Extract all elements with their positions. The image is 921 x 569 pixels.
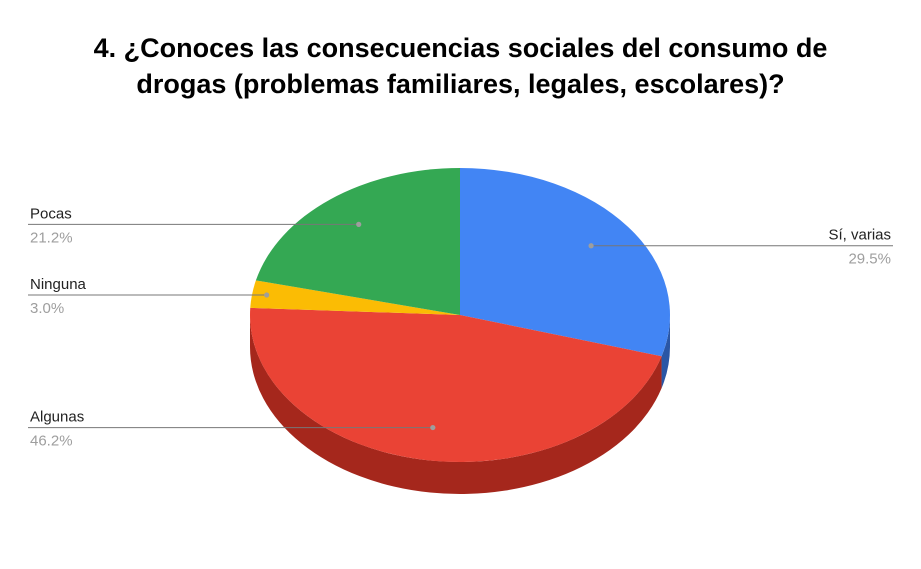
leader-dot [356, 221, 362, 227]
pie-side-si-varias [661, 315, 670, 389]
slice-label-value: 29.5% [848, 251, 891, 268]
slice-label-value: 21.2% [30, 229, 73, 246]
pie-slice-algunas [250, 307, 662, 462]
pie-side-algunas [250, 315, 662, 494]
slice-label-ninguna: Ninguna 3.0% [28, 276, 270, 317]
slice-label-name: Algunas [30, 409, 84, 426]
slice-label-algunas: Algunas 46.2% [28, 409, 436, 450]
chart-title: 4. ¿Conoces las consecuencias sociales d… [0, 30, 921, 102]
pie-slice-pocas [255, 168, 460, 315]
slice-label-pocas: Pocas 21.2% [28, 205, 362, 246]
pie-label-layer: Sí, varias 29.5% Algunas 46.2% Ninguna 3.0% Po… [28, 205, 893, 450]
pie-slice-si-varias [460, 168, 670, 357]
slice-label-value: 3.0% [30, 300, 64, 317]
pie-slice-ninguna [250, 280, 460, 315]
slice-label-value: 46.2% [30, 433, 73, 450]
slice-label-name: Ninguna [30, 276, 87, 293]
chart-title-line-1: 4. ¿Conoces las consecuencias sociales d… [93, 33, 828, 63]
slice-label-si-varias: Sí, varias 29.5% [588, 227, 893, 268]
leader-dot [588, 243, 594, 249]
pie-side-layer [250, 315, 670, 494]
pie-top-layer [250, 168, 670, 462]
chart-title-line-2: drogas (problemas familiares, legales, e… [136, 69, 785, 99]
leader-dot [430, 424, 436, 431]
slice-label-name: Sí, varias [828, 227, 891, 244]
leader-dot [264, 292, 270, 298]
slice-label-name: Pocas [30, 205, 72, 222]
